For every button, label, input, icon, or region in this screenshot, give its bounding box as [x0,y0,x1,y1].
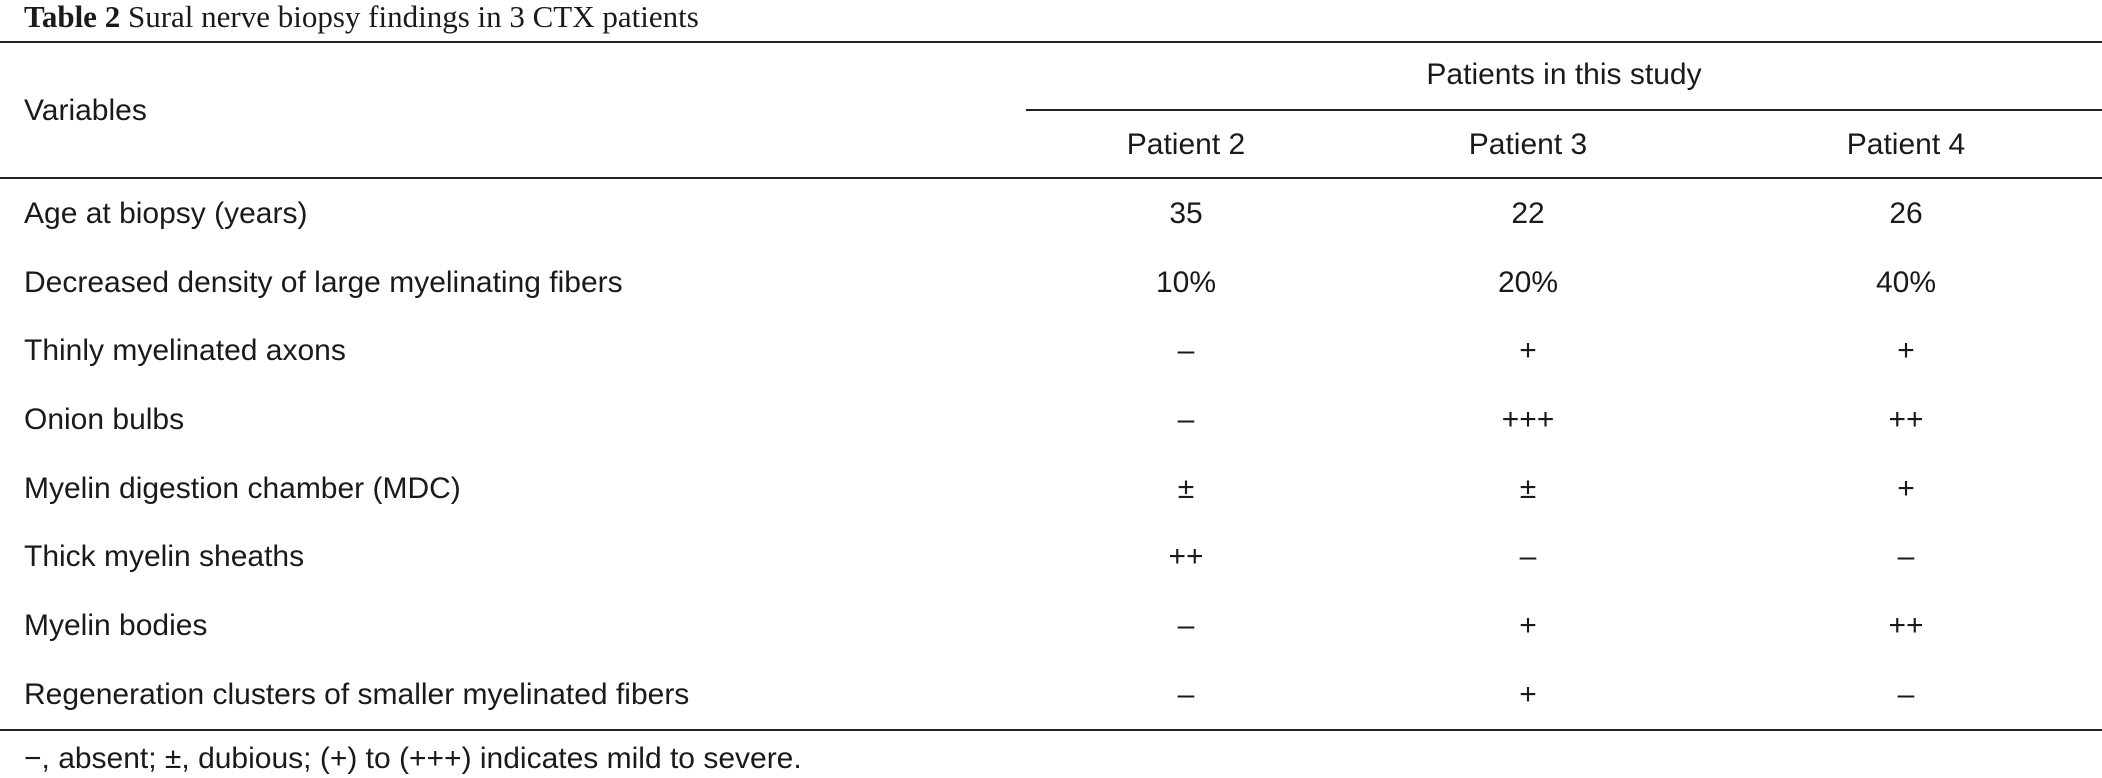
cell-value: + [1519,678,1537,711]
table-footnote: −, absent; ±, dubious; (+) to (+++) indi… [24,742,802,775]
column-group-header: Patients in this study [1426,58,1702,91]
column-group-rule [1026,109,2102,111]
cell-value: – [1177,609,1195,642]
variables-header: Variables [24,94,147,127]
row-label: Onion bulbs [24,403,185,436]
cell-value: – [1177,678,1195,711]
cell-value: 10% [1155,266,1217,299]
cell-value: + [1519,334,1537,367]
table-top-rule [0,41,2102,43]
cell-value: – [1897,678,1915,711]
column-header-patient-4: Patient 4 [1846,128,1966,161]
row-label: Age at biopsy (years) [24,197,308,230]
cell-value: 22 [1511,197,1545,230]
cell-value: 35 [1169,197,1203,230]
cell-value: + [1519,609,1537,642]
cell-value: – [1519,540,1537,573]
cell-value: ++ [1168,540,1204,573]
column-header-patient-3: Patient 3 [1468,128,1588,161]
cell-value: ± [1519,472,1537,505]
cell-value: 26 [1889,197,1923,230]
cell-value: ++ [1888,403,1924,436]
cell-value: ± [1177,472,1195,505]
cell-value: +++ [1501,403,1555,436]
cell-value: + [1897,472,1915,505]
table-header-rule [0,177,2102,179]
cell-value: ++ [1888,609,1924,642]
row-label: Myelin digestion chamber (MDC) [24,472,461,505]
row-label: Decreased density of large myelinating f… [24,266,623,299]
row-label: Thinly myelinated axons [24,334,346,367]
cell-value: 20% [1497,266,1559,299]
cell-value: – [1177,403,1195,436]
table-bottom-rule [0,729,2102,731]
cell-value: + [1897,334,1915,367]
table-caption: Table 2 Sural nerve biopsy findings in 3… [24,0,699,36]
cell-value: – [1897,540,1915,573]
cell-value: – [1177,334,1195,367]
table-caption-text: Sural nerve biopsy findings in 3 CTX pat… [120,0,699,34]
row-label: Myelin bodies [24,609,208,642]
cell-value: 40% [1875,266,1937,299]
row-label: Regeneration clusters of smaller myelina… [24,678,690,711]
row-label: Thick myelin sheaths [24,540,305,573]
table-caption-label: Table 2 [24,0,121,34]
column-header-patient-2: Patient 2 [1126,128,1246,161]
